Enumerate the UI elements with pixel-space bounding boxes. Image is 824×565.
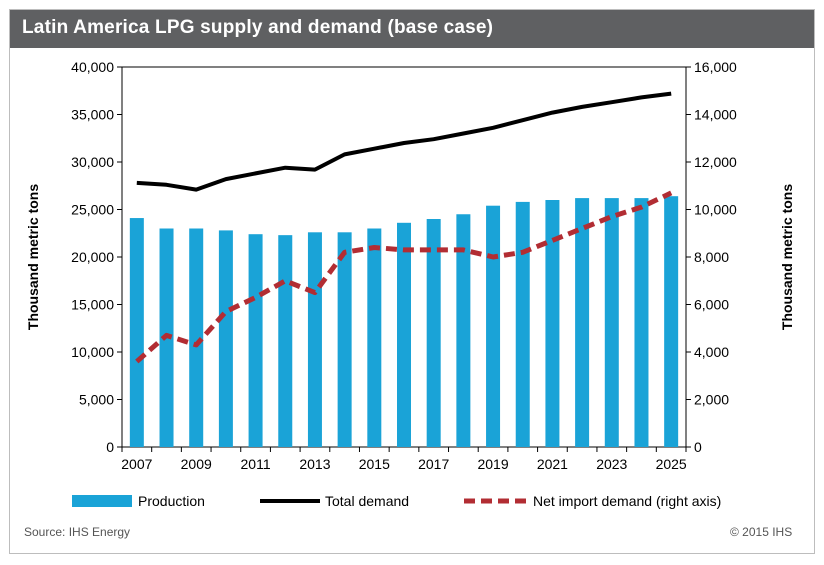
x-tick-label: 2021 xyxy=(537,456,568,472)
production-bar xyxy=(367,228,382,447)
production-bar xyxy=(456,214,471,447)
production-bar xyxy=(307,232,322,447)
left-tick-label: 15,000 xyxy=(71,297,114,313)
right-tick-label: 2,000 xyxy=(694,392,729,408)
legend-label-production: Production xyxy=(138,493,205,509)
x-tick-label: 2019 xyxy=(477,456,508,472)
production-bar xyxy=(515,201,530,447)
right-tick-label: 8,000 xyxy=(694,249,729,265)
left-tick-label: 10,000 xyxy=(71,344,114,360)
right-tick-label: 12,000 xyxy=(694,154,737,170)
left-tick-label: 0 xyxy=(106,439,114,455)
left-tick-label: 20,000 xyxy=(71,249,114,265)
legend-label-total-demand: Total demand xyxy=(325,493,409,509)
x-tick-label: 2013 xyxy=(299,456,330,472)
source-note: Source: IHS Energy xyxy=(24,525,131,539)
chart-title: Latin America LPG supply and demand (bas… xyxy=(22,17,494,38)
y-axis-title-right: Thousand metric tons xyxy=(779,184,795,330)
x-tick-label: 2017 xyxy=(418,456,449,472)
production-bar xyxy=(218,230,233,447)
x-tick-label: 2007 xyxy=(121,456,152,472)
x-tick-label: 2025 xyxy=(656,456,687,472)
legend-swatch-production xyxy=(72,495,132,507)
production-bar xyxy=(397,222,411,447)
left-tick-label: 35,000 xyxy=(71,107,114,123)
copyright-note: © 2015 IHS xyxy=(730,525,793,539)
right-tick-label: 10,000 xyxy=(694,202,737,218)
production-bar xyxy=(337,232,352,447)
production-bar xyxy=(634,198,649,447)
production-bar xyxy=(278,235,293,447)
x-tick-label: 2009 xyxy=(181,456,212,472)
left-tick-label: 40,000 xyxy=(71,59,114,75)
production-bar xyxy=(426,219,441,447)
x-tick-label: 2015 xyxy=(359,456,390,472)
production-bar xyxy=(248,234,263,447)
total-demand-line xyxy=(136,91,672,192)
title-bar: Latin America LPG supply and demand (bas… xyxy=(10,10,814,48)
right-tick-label: 0 xyxy=(694,439,702,455)
production-bar xyxy=(545,200,560,447)
x-tick-label: 2023 xyxy=(596,456,627,472)
y-axis-title-left: Thousand metric tons xyxy=(25,184,41,330)
production-bar xyxy=(189,228,204,447)
net-import-line xyxy=(135,190,673,364)
production-bar xyxy=(129,218,144,447)
right-tick-label: 4,000 xyxy=(694,344,729,360)
left-tick-label: 30,000 xyxy=(71,154,114,170)
right-tick-label: 16,000 xyxy=(694,59,737,75)
right-tick-label: 6,000 xyxy=(694,297,729,313)
production-bar xyxy=(604,198,619,447)
x-tick-label: 2011 xyxy=(241,456,271,472)
legend-label-net-import: Net import demand (right axis) xyxy=(533,493,721,509)
production-bar xyxy=(575,198,590,447)
production-bar xyxy=(486,205,501,447)
left-tick-label: 5,000 xyxy=(79,392,114,408)
right-tick-label: 14,000 xyxy=(694,107,737,123)
left-tick-label: 25,000 xyxy=(71,202,114,218)
production-bar xyxy=(664,196,679,447)
